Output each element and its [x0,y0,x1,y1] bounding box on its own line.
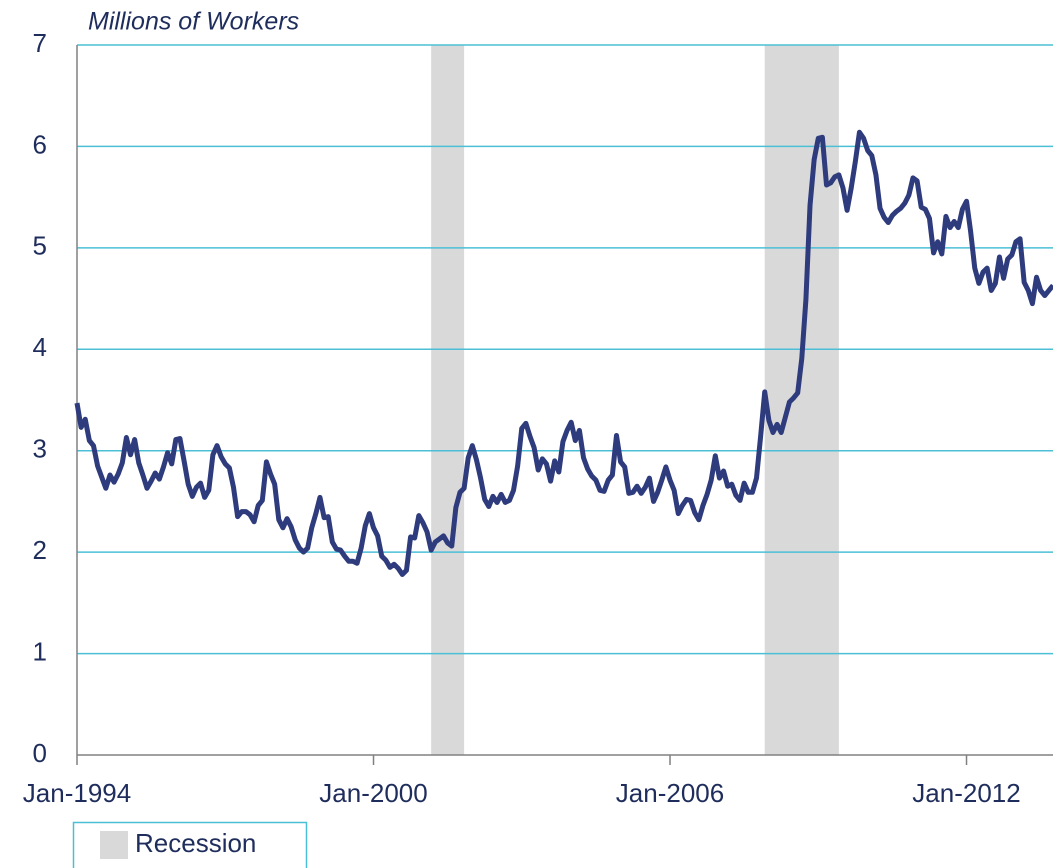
y-tick-label: 0 [33,738,47,768]
x-tick-label: Jan-2012 [912,778,1020,808]
legend-swatch [100,831,128,859]
data-line [74,129,1053,577]
y-axis-label: Millions of Workers [88,8,299,36]
legend-label: Recession [135,828,256,858]
y-tick-label: 2 [33,535,47,565]
y-tick-label: 5 [33,231,47,261]
y-tick-label: 7 [33,28,47,58]
x-tick-label: Jan-1994 [23,778,131,808]
x-tick-label: Jan-2000 [319,778,427,808]
recession-band [764,45,839,755]
y-tick-label: 6 [33,129,47,159]
y-tick-label: 4 [33,332,47,362]
recession-band [431,45,465,755]
y-tick-label: 3 [33,434,47,464]
y-tick-label: 1 [33,636,47,666]
x-tick-label: Jan-2006 [616,778,724,808]
